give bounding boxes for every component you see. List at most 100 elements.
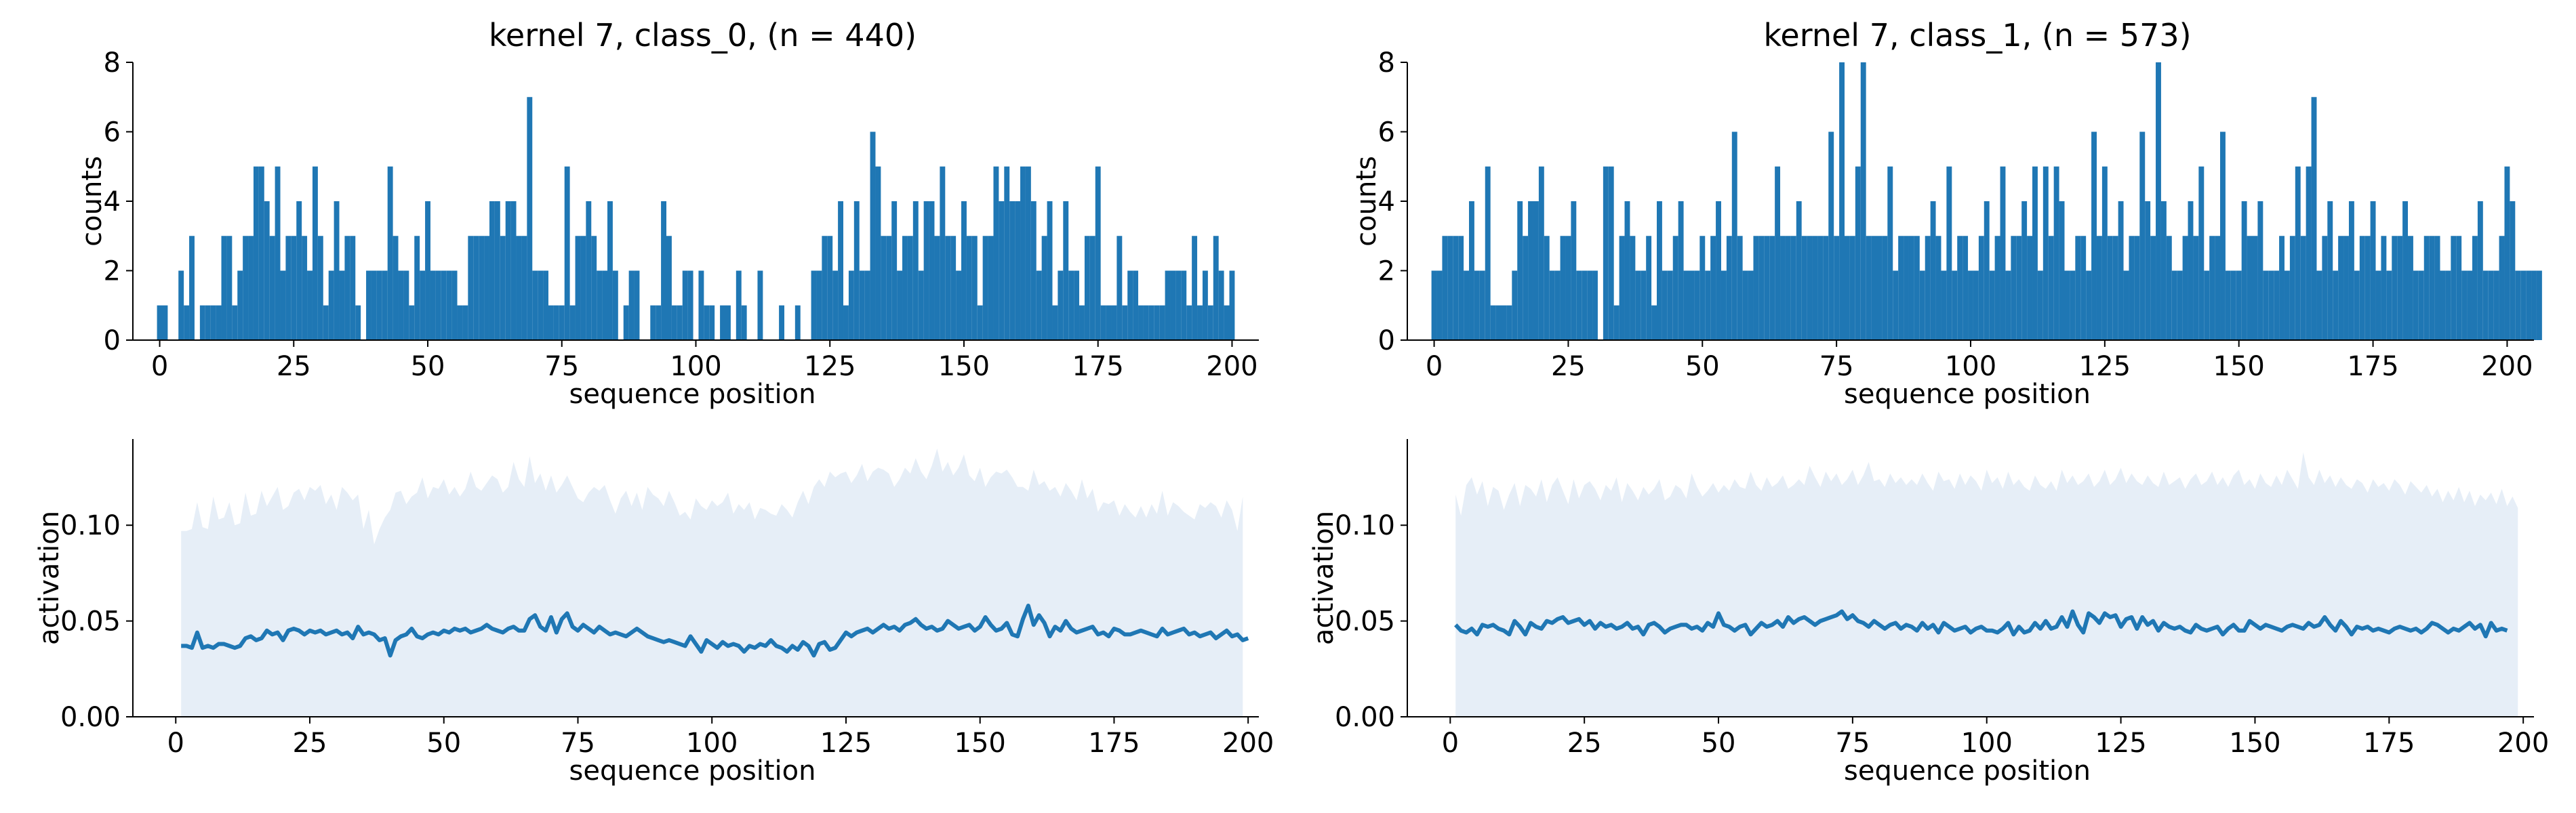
bar bbox=[940, 166, 946, 340]
bar bbox=[1796, 201, 1802, 340]
bar bbox=[2477, 201, 2483, 340]
bar bbox=[1554, 270, 1561, 340]
bar bbox=[2461, 270, 2468, 340]
bar bbox=[344, 236, 350, 340]
bar bbox=[2215, 236, 2221, 340]
bar bbox=[661, 201, 666, 340]
bar bbox=[838, 201, 844, 340]
activation-band bbox=[1455, 452, 2518, 717]
bar bbox=[1769, 236, 1775, 340]
bar bbox=[1994, 236, 2000, 340]
x-tick-label: 100 bbox=[1961, 728, 2013, 759]
bar bbox=[1490, 305, 1496, 340]
bar bbox=[2091, 131, 2097, 340]
bar bbox=[2423, 236, 2430, 340]
bar bbox=[591, 236, 597, 340]
bar bbox=[1571, 201, 1577, 340]
bar bbox=[2333, 270, 2339, 340]
bar bbox=[2364, 236, 2371, 340]
bar bbox=[1683, 270, 1689, 340]
bar bbox=[226, 236, 233, 340]
bar bbox=[1004, 166, 1010, 340]
bar bbox=[1436, 270, 1443, 340]
bar bbox=[2263, 270, 2269, 340]
bar bbox=[977, 305, 983, 340]
bar bbox=[580, 236, 586, 340]
bar bbox=[2536, 270, 2542, 340]
bar bbox=[205, 305, 211, 340]
bar bbox=[1807, 236, 1813, 340]
y-ticks: 0.00 0.05 0.10 bbox=[1335, 510, 1407, 733]
bar bbox=[243, 236, 249, 340]
bar bbox=[656, 305, 662, 340]
bar bbox=[2467, 270, 2472, 340]
bar bbox=[1127, 270, 1133, 340]
bar bbox=[1780, 236, 1786, 340]
bar bbox=[1576, 270, 1582, 340]
bar bbox=[1935, 236, 1941, 340]
bar bbox=[1458, 236, 1464, 340]
bar bbox=[2257, 201, 2263, 340]
bar bbox=[516, 236, 522, 340]
bar bbox=[902, 236, 908, 340]
bar bbox=[275, 166, 281, 340]
bar bbox=[2070, 270, 2076, 340]
bar bbox=[1447, 236, 1453, 340]
bar bbox=[462, 305, 468, 340]
bar bbox=[538, 270, 544, 340]
y-tick-label: 0 bbox=[104, 325, 121, 356]
bar bbox=[1138, 305, 1144, 340]
bar bbox=[945, 236, 951, 340]
bar bbox=[2295, 166, 2301, 340]
bar bbox=[971, 236, 978, 340]
bar bbox=[2311, 97, 2317, 340]
y-ticks: 0.00 0.05 0.10 bbox=[60, 510, 133, 733]
bar bbox=[484, 236, 489, 340]
bar bbox=[934, 236, 940, 340]
bar bbox=[1608, 166, 1614, 340]
bar bbox=[602, 270, 607, 340]
bar bbox=[1651, 305, 1657, 340]
bar bbox=[2011, 236, 2017, 340]
y-tick-label: 8 bbox=[1378, 47, 1395, 79]
bar bbox=[2440, 270, 2446, 340]
bar bbox=[2193, 236, 2199, 340]
bar bbox=[1549, 270, 1555, 340]
bar bbox=[870, 131, 876, 340]
x-axis-label: sequence position bbox=[569, 379, 816, 410]
x-tick-label: 150 bbox=[2213, 351, 2265, 382]
panel-class0-counts: 0 25 50 75 100 125 150 175 200 0 2 4 6 8 sequence posi… bbox=[77, 17, 1259, 410]
bar bbox=[2080, 236, 2087, 340]
bar bbox=[1678, 201, 1684, 340]
bar bbox=[1914, 236, 1920, 340]
bar bbox=[1978, 236, 1984, 340]
x-tick-label: 0 bbox=[167, 728, 184, 759]
y-tick-label: 0.05 bbox=[1335, 606, 1395, 638]
bar bbox=[307, 270, 313, 340]
bar bbox=[317, 236, 323, 340]
bar bbox=[1694, 270, 1700, 340]
x-tick-label: 75 bbox=[1835, 728, 1870, 759]
bar bbox=[553, 305, 559, 340]
bar bbox=[1517, 201, 1523, 340]
bar bbox=[1710, 236, 1716, 340]
bar bbox=[2096, 236, 2102, 340]
bar bbox=[569, 305, 576, 340]
bar bbox=[1984, 201, 1990, 340]
bar bbox=[612, 270, 618, 340]
y-tick-label: 8 bbox=[104, 47, 121, 79]
bar bbox=[2482, 270, 2489, 340]
bar bbox=[1192, 236, 1198, 340]
bar bbox=[832, 270, 839, 340]
bar bbox=[650, 305, 656, 340]
bar bbox=[1213, 236, 1219, 340]
bar bbox=[312, 166, 318, 340]
y-tick-label: 4 bbox=[104, 186, 121, 217]
y-axis-label: activation bbox=[34, 511, 65, 645]
bar bbox=[982, 236, 988, 340]
bar bbox=[666, 236, 672, 340]
bar bbox=[2107, 236, 2113, 340]
bar bbox=[1592, 270, 1598, 340]
bar bbox=[1764, 236, 1770, 340]
bar bbox=[2209, 236, 2215, 340]
